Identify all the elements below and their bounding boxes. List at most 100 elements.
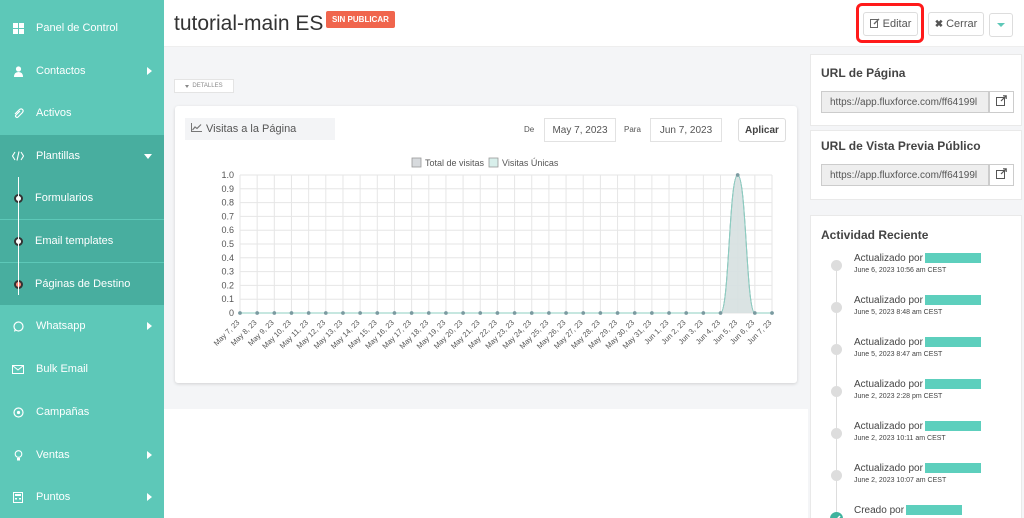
- page-title: tutorial-main ES: [174, 12, 324, 35]
- sidebar-item-label: Páginas de Destino: [35, 278, 131, 290]
- page-url-field[interactable]: https://app.fluxforce.com/ff64199l: [821, 91, 989, 113]
- sidebar-item-ventas[interactable]: Ventas: [0, 434, 164, 476]
- from-label: De: [524, 125, 535, 134]
- whatsapp-icon: [12, 320, 24, 332]
- data-point: [581, 311, 586, 315]
- timeline-dot: [831, 428, 842, 439]
- sidebar-item-activos[interactable]: Activos: [0, 92, 164, 134]
- calculator-icon: [12, 491, 24, 503]
- lightbulb-icon: [12, 449, 24, 461]
- data-point: [358, 311, 362, 315]
- y-tick-label: 0.5: [221, 239, 234, 249]
- page-header: tutorial-main ES SIN PUBLICAR Editar ✖ C…: [164, 0, 1024, 47]
- legend-swatch: [411, 157, 422, 168]
- sidebar-subitem-formularios[interactable]: Formularios: [0, 177, 164, 219]
- sidebar-item-puntos[interactable]: Puntos: [0, 476, 164, 518]
- apply-button[interactable]: Aplicar: [738, 118, 786, 142]
- data-point: [495, 311, 500, 315]
- open-preview-url-button[interactable]: [989, 164, 1014, 186]
- sidebar-subitem-email-templates[interactable]: Email templates: [0, 220, 164, 262]
- data-point: [341, 311, 345, 315]
- caret-down-icon: [997, 23, 1005, 27]
- timeline-dot: [831, 344, 842, 355]
- grid-icon: [12, 22, 24, 34]
- y-tick-label: 0.4: [221, 253, 234, 263]
- chevron-right-icon: [147, 322, 152, 330]
- sidebar-item-label: Contactos: [36, 65, 86, 77]
- sidebar-item-whatsapp[interactable]: Whatsapp: [0, 305, 164, 347]
- data-point: [598, 311, 603, 315]
- y-tick-label: 0.6: [221, 225, 234, 235]
- sidebar-item-label: Plantillas: [36, 150, 81, 162]
- redacted-user: [924, 463, 981, 474]
- from-date-input[interactable]: May 7, 2023: [544, 118, 616, 142]
- activity-date: June 2, 2023 10:07 am CEST: [854, 477, 947, 484]
- activity-item: Actualizado por: [854, 337, 981, 348]
- sidebar-item-plantillas[interactable]: Plantillas: [0, 135, 164, 177]
- to-date-input[interactable]: Jun 7, 2023: [650, 118, 722, 142]
- sidebar-item-label: Panel de Control: [36, 22, 118, 34]
- legend-label: Visitas Únicas: [502, 158, 559, 168]
- sidebar-item-label: Formularios: [35, 192, 94, 204]
- edit-icon: [869, 18, 880, 31]
- close-button[interactable]: ✖ Cerrar: [928, 12, 984, 36]
- sidebar-item-label: Whatsapp: [36, 320, 86, 332]
- caret-down-icon: [185, 84, 190, 88]
- preview-url-title: URL de Vista Previa Público: [821, 139, 981, 153]
- sidebar-subitem-paginas-de-destino[interactable]: Páginas de Destino: [0, 263, 164, 305]
- sidebar-item-contactos[interactable]: Contactos: [0, 50, 164, 92]
- activity-text: Actualizado por: [854, 379, 923, 390]
- open-page-url-button[interactable]: [989, 91, 1014, 113]
- data-point: [324, 311, 328, 315]
- external-link-icon: [996, 93, 1007, 111]
- legend-label: Total de visitas: [425, 158, 485, 168]
- redacted-user: [906, 505, 963, 516]
- activity-date: June 5, 2023 8:48 am CEST: [854, 309, 943, 316]
- edit-button[interactable]: Editar: [863, 12, 918, 36]
- sidebar-item-campanas[interactable]: Campañas: [0, 391, 164, 433]
- activity-date: June 6, 2023 10:56 am CEST: [854, 267, 947, 274]
- data-point: [392, 311, 397, 315]
- activity-text: Actualizado por: [854, 421, 923, 432]
- activity-panel: Actividad Reciente: [810, 215, 1022, 518]
- edit-button-highlight: [856, 3, 924, 43]
- redacted-user: [924, 337, 981, 348]
- to-label: Para: [624, 125, 641, 134]
- activity-text: Actualizado por: [854, 463, 923, 474]
- external-link-icon: [996, 166, 1007, 184]
- timeline-dot: [831, 470, 842, 481]
- more-options-button[interactable]: [989, 13, 1013, 37]
- sidebar-item-label: Campañas: [36, 406, 90, 418]
- paperclip-icon: [12, 107, 24, 119]
- chart-title: Visitas a la Página: [185, 118, 335, 140]
- activity-item: Actualizado por: [854, 421, 981, 432]
- y-tick-label: 0.3: [221, 267, 234, 277]
- right-panel: URL de Página https://app.fluxforce.com/…: [808, 47, 1024, 518]
- sidebar-item-panel-de-control[interactable]: Panel de Control: [0, 7, 164, 49]
- activity-date: June 5, 2023 8:47 am CEST: [854, 351, 943, 358]
- sidebar-item-bulk-email[interactable]: Bulk Email: [0, 348, 164, 390]
- data-point: [632, 311, 637, 315]
- data-point: [409, 311, 414, 315]
- activity-item: Actualizado por: [854, 463, 981, 474]
- data-point: [564, 311, 568, 315]
- redacted-user: [924, 253, 981, 264]
- data-point: [735, 173, 740, 177]
- preview-url-panel: URL de Vista Previa Público https://app.…: [810, 130, 1022, 200]
- activity-date: June 2, 2023 2:28 pm CEST: [854, 393, 943, 400]
- preview-url-field[interactable]: https://app.fluxforce.com/ff64199l: [821, 164, 989, 186]
- y-tick-label: 0.1: [221, 294, 234, 304]
- data-point: [701, 311, 706, 315]
- data-point: [615, 311, 620, 315]
- chart-title-text: Visitas a la Página: [206, 123, 297, 135]
- activity-item: Creado por: [854, 505, 963, 516]
- tab-detalles[interactable]: DETALLES: [174, 79, 234, 93]
- data-point: [461, 311, 465, 315]
- chevron-right-icon: [147, 451, 152, 459]
- timeline-dot: [831, 386, 842, 397]
- activity-item: Actualizado por: [854, 295, 981, 306]
- submenu-line: [18, 177, 19, 295]
- y-tick-label: 0: [229, 308, 234, 318]
- activity-date: June 2, 2023 10:11 am CEST: [854, 435, 946, 442]
- activity-text: Creado por: [854, 505, 905, 516]
